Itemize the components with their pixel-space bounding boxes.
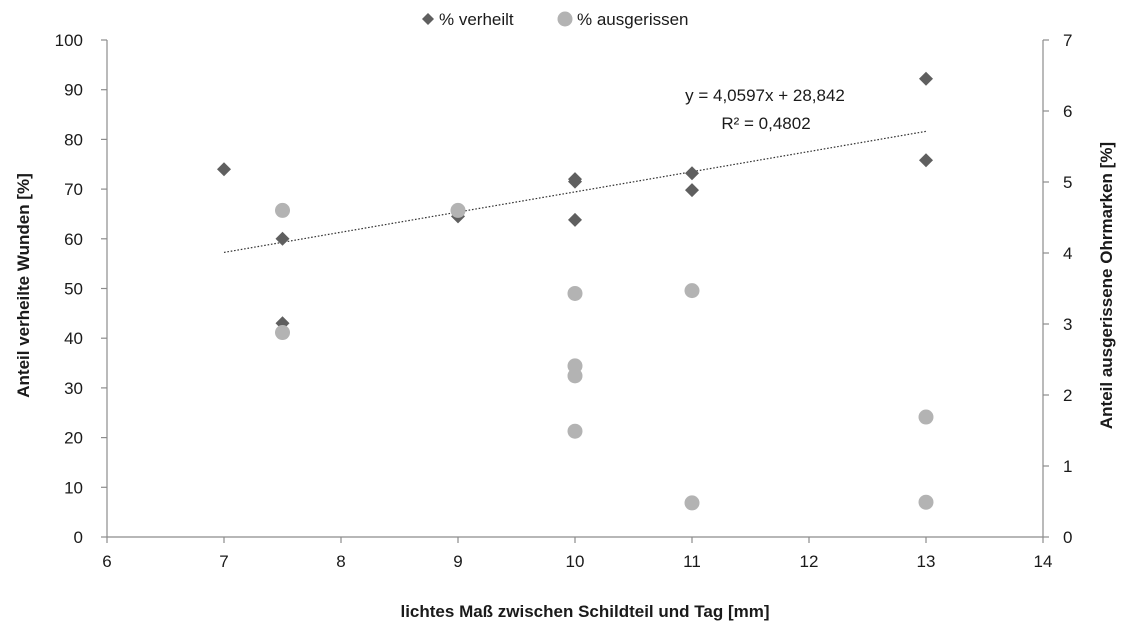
ausgerissen-point (275, 325, 290, 341)
verheilt-point (217, 162, 231, 177)
y2-tick-label: 7 (1063, 31, 1072, 50)
y-tick-label: 30 (64, 379, 83, 398)
y-tick-label: 50 (64, 280, 83, 299)
verheilt-point (568, 212, 582, 227)
y2-axis-title: Anteil ausgerissene Ohrmarken [%] (1097, 142, 1116, 429)
y2-tick-label: 1 (1063, 457, 1072, 476)
x-tick-label: 9 (453, 552, 462, 571)
y-tick-label: 60 (64, 230, 83, 249)
y-tick-label: 70 (64, 180, 83, 199)
x-tick-label: 12 (800, 552, 819, 571)
ausgerissen-point (567, 368, 583, 384)
data-marks (217, 71, 934, 511)
y2-tick-label: 4 (1063, 244, 1072, 263)
verheilt-point (685, 183, 699, 198)
ticks: 6 7 8 9 10 11 12 13 1401020304050607080901000123… (55, 31, 1073, 571)
x-tick-label: 14 (1034, 552, 1053, 571)
y-tick-label: 40 (64, 329, 83, 348)
legend: % verheilt % ausgerissen (422, 10, 689, 29)
ausgerissen-point (684, 495, 700, 511)
ausgerissen-point (567, 423, 583, 439)
ausgerissen-point (918, 494, 934, 510)
y-tick-label: 100 (55, 31, 83, 50)
verheilt-point (275, 231, 290, 246)
x-tick-label: 8 (336, 552, 345, 571)
y-axis-title: Anteil verheilte Wunden [%] (14, 173, 33, 398)
verheilt-point (919, 153, 933, 168)
ausgerissen-point (918, 409, 934, 425)
x-tick-label: 11 (683, 552, 701, 571)
x-axis-title: lichtes Maß zwischen Schildteil und Tag … (400, 602, 769, 621)
x-tick-label: 13 (917, 552, 936, 571)
ausgerissen-point (450, 202, 466, 218)
x-tick-label: 7 (219, 552, 228, 571)
verheilt-point (919, 71, 933, 86)
y-tick-label: 20 (64, 429, 83, 448)
x-tick-label: 10 (566, 552, 585, 571)
legend-ausgerissen-marker (557, 11, 573, 27)
y-tick-label: 0 (74, 528, 83, 547)
x-tick-label: 6 (102, 552, 111, 571)
trendline-equation: y = 4,0597x + 28,842 (685, 86, 845, 105)
y2-tick-label: 0 (1063, 528, 1072, 547)
y-tick-label: 80 (64, 130, 83, 149)
trendline-line (223, 130, 927, 254)
y-tick-label: 90 (64, 81, 83, 100)
y2-tick-label: 6 (1063, 102, 1072, 121)
y2-tick-label: 5 (1063, 173, 1072, 192)
ausgerissen-point (275, 202, 290, 218)
y2-tick-label: 2 (1063, 386, 1072, 405)
ausgerissen-point (567, 285, 583, 301)
legend-verheilt-marker (422, 13, 434, 25)
trendline-r-squared: R² = 0,4802 (721, 114, 810, 133)
y2-tick-label: 3 (1063, 315, 1072, 334)
legend-ausgerissen-label: % ausgerissen (577, 10, 689, 29)
verheilt-point (568, 174, 582, 189)
y-tick-label: 10 (64, 478, 83, 497)
verheilt-point (685, 166, 699, 181)
trendline (223, 130, 927, 254)
ausgerissen-point (684, 283, 700, 299)
legend-verheilt-label: % verheilt (439, 10, 514, 29)
